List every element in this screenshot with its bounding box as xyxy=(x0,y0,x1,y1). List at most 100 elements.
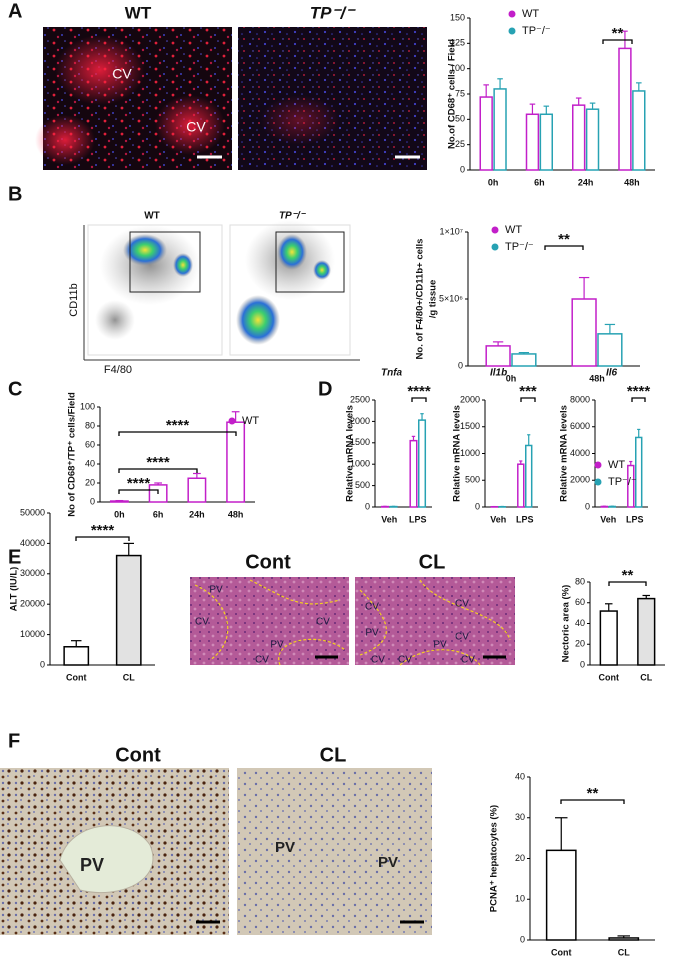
image-label: TP⁻/⁻ xyxy=(310,3,356,22)
y-tick-label: 30000 xyxy=(20,568,45,578)
y-tick-label: 75 xyxy=(455,88,465,98)
chart-title: Tnfa xyxy=(381,368,403,379)
image-label: Cont xyxy=(245,551,291,573)
y-axis-label: Relative mRNA levels xyxy=(559,405,570,502)
legend-label: TP⁻/⁻ xyxy=(505,241,534,253)
x-tick-label: Cont xyxy=(66,672,87,682)
bar xyxy=(479,96,493,171)
legend-marker xyxy=(508,27,516,35)
significance-bracket xyxy=(75,536,130,541)
x-tick-label: 48h xyxy=(228,509,244,519)
bar xyxy=(635,436,643,508)
y-tick-label: 60 xyxy=(575,597,585,607)
image-label: CV xyxy=(112,66,132,82)
y-tick-label: 8000 xyxy=(570,394,590,404)
bar xyxy=(115,554,142,666)
x-tick-label: Cont xyxy=(599,672,620,682)
x-tick-label: 0h xyxy=(488,177,499,187)
legend-label: TP⁻/⁻ xyxy=(608,476,637,488)
y-tick-label: 50 xyxy=(455,114,465,124)
legend-marker xyxy=(508,10,516,18)
image-label: PV xyxy=(209,585,223,596)
significance-label: ** xyxy=(622,567,634,584)
image-label: CV xyxy=(255,655,269,666)
x-tick-label: Veh xyxy=(490,514,506,524)
legend-marker xyxy=(594,461,602,469)
bar xyxy=(599,610,618,666)
y-tick-label: 80 xyxy=(575,576,585,586)
y-tick-label: 500 xyxy=(355,480,370,490)
y-tick-label: 80 xyxy=(85,420,95,430)
legend-marker xyxy=(491,226,499,234)
x-tick-label: Veh xyxy=(381,514,397,524)
significance-bracket xyxy=(544,245,584,250)
image-label: PV xyxy=(378,854,398,871)
bar xyxy=(485,345,511,367)
bar xyxy=(525,113,540,171)
y-axis-label: Relative mRNA levels xyxy=(345,405,356,502)
x-tick-label: CL xyxy=(123,672,135,682)
y-axis-label: ALT (IU/L) xyxy=(9,567,20,612)
x-tick-label: 6h xyxy=(153,509,164,519)
image-label: PV xyxy=(433,640,447,651)
y-tick-label: 2000 xyxy=(460,394,480,404)
image-label: CV xyxy=(461,655,475,666)
y-tick-label: 0 xyxy=(40,659,45,669)
bar xyxy=(637,597,656,666)
y-tick-label: 40 xyxy=(575,618,585,628)
legend-marker xyxy=(594,478,602,486)
y-tick-label: 150 xyxy=(450,12,465,22)
legend-marker xyxy=(491,243,499,251)
y-tick-label: 0 xyxy=(520,934,525,944)
x-tick-label: 24h xyxy=(189,509,205,519)
bar xyxy=(632,90,646,171)
chart-title: Il6 xyxy=(606,368,618,379)
bar xyxy=(618,47,632,171)
y-tick-label: 20 xyxy=(85,477,95,487)
y-tick-label: 100 xyxy=(450,63,465,73)
y-tick-label: 0 xyxy=(90,496,95,506)
bar xyxy=(525,444,533,508)
bar xyxy=(585,108,600,171)
panel-letter: F xyxy=(8,730,20,752)
image-label: Cont xyxy=(115,744,161,766)
y-tick-label: 25 xyxy=(455,139,465,149)
significance-bracket xyxy=(411,397,427,402)
significance-label: **** xyxy=(146,454,170,471)
image-label: CV xyxy=(316,617,330,628)
y-tick-label: 20 xyxy=(515,853,525,863)
y-tick-label: 0 xyxy=(460,164,465,174)
y-tick-label: 125 xyxy=(450,38,465,48)
y-tick-label: 40000 xyxy=(20,538,45,548)
chart-title: Il1b xyxy=(490,368,507,379)
significance-label: ** xyxy=(587,785,599,802)
bar xyxy=(493,88,507,171)
x-tick-label: CL xyxy=(618,947,630,957)
y-axis-label: Nectoric area (%) xyxy=(561,585,572,663)
y-tick-label: 20 xyxy=(575,639,585,649)
image-label: PV xyxy=(275,839,295,856)
significance-bracket xyxy=(118,489,159,494)
significance-bracket xyxy=(118,431,237,436)
flow-plots xyxy=(83,220,360,361)
image-label: F4/80 xyxy=(104,364,132,376)
image-label: CV xyxy=(398,655,412,666)
y-axis-label: No.of CD68⁺ cells / Field xyxy=(447,39,458,149)
y-tick-label: 0 xyxy=(458,360,463,370)
y-tick-label: 40 xyxy=(515,771,525,781)
y-tick-label: 50000 xyxy=(20,507,45,517)
x-tick-label: 24h xyxy=(578,177,594,187)
y-tick-label: 1000 xyxy=(350,459,370,469)
panel-letter: D xyxy=(318,378,332,400)
y-tick-label: 500 xyxy=(465,475,480,485)
image-label: PV xyxy=(270,640,284,651)
panel-letter: E xyxy=(8,546,21,568)
significance-label: **** xyxy=(407,383,431,400)
image-label: CV xyxy=(371,655,385,666)
y-tick-label: 30 xyxy=(515,812,525,822)
significance-label: **** xyxy=(166,417,190,434)
panel-letter: B xyxy=(8,183,22,205)
x-tick-label: 0h xyxy=(114,509,125,519)
y-axis-label: No. of F4/80+/CD11b+ cells xyxy=(415,239,426,360)
bar xyxy=(539,113,553,171)
